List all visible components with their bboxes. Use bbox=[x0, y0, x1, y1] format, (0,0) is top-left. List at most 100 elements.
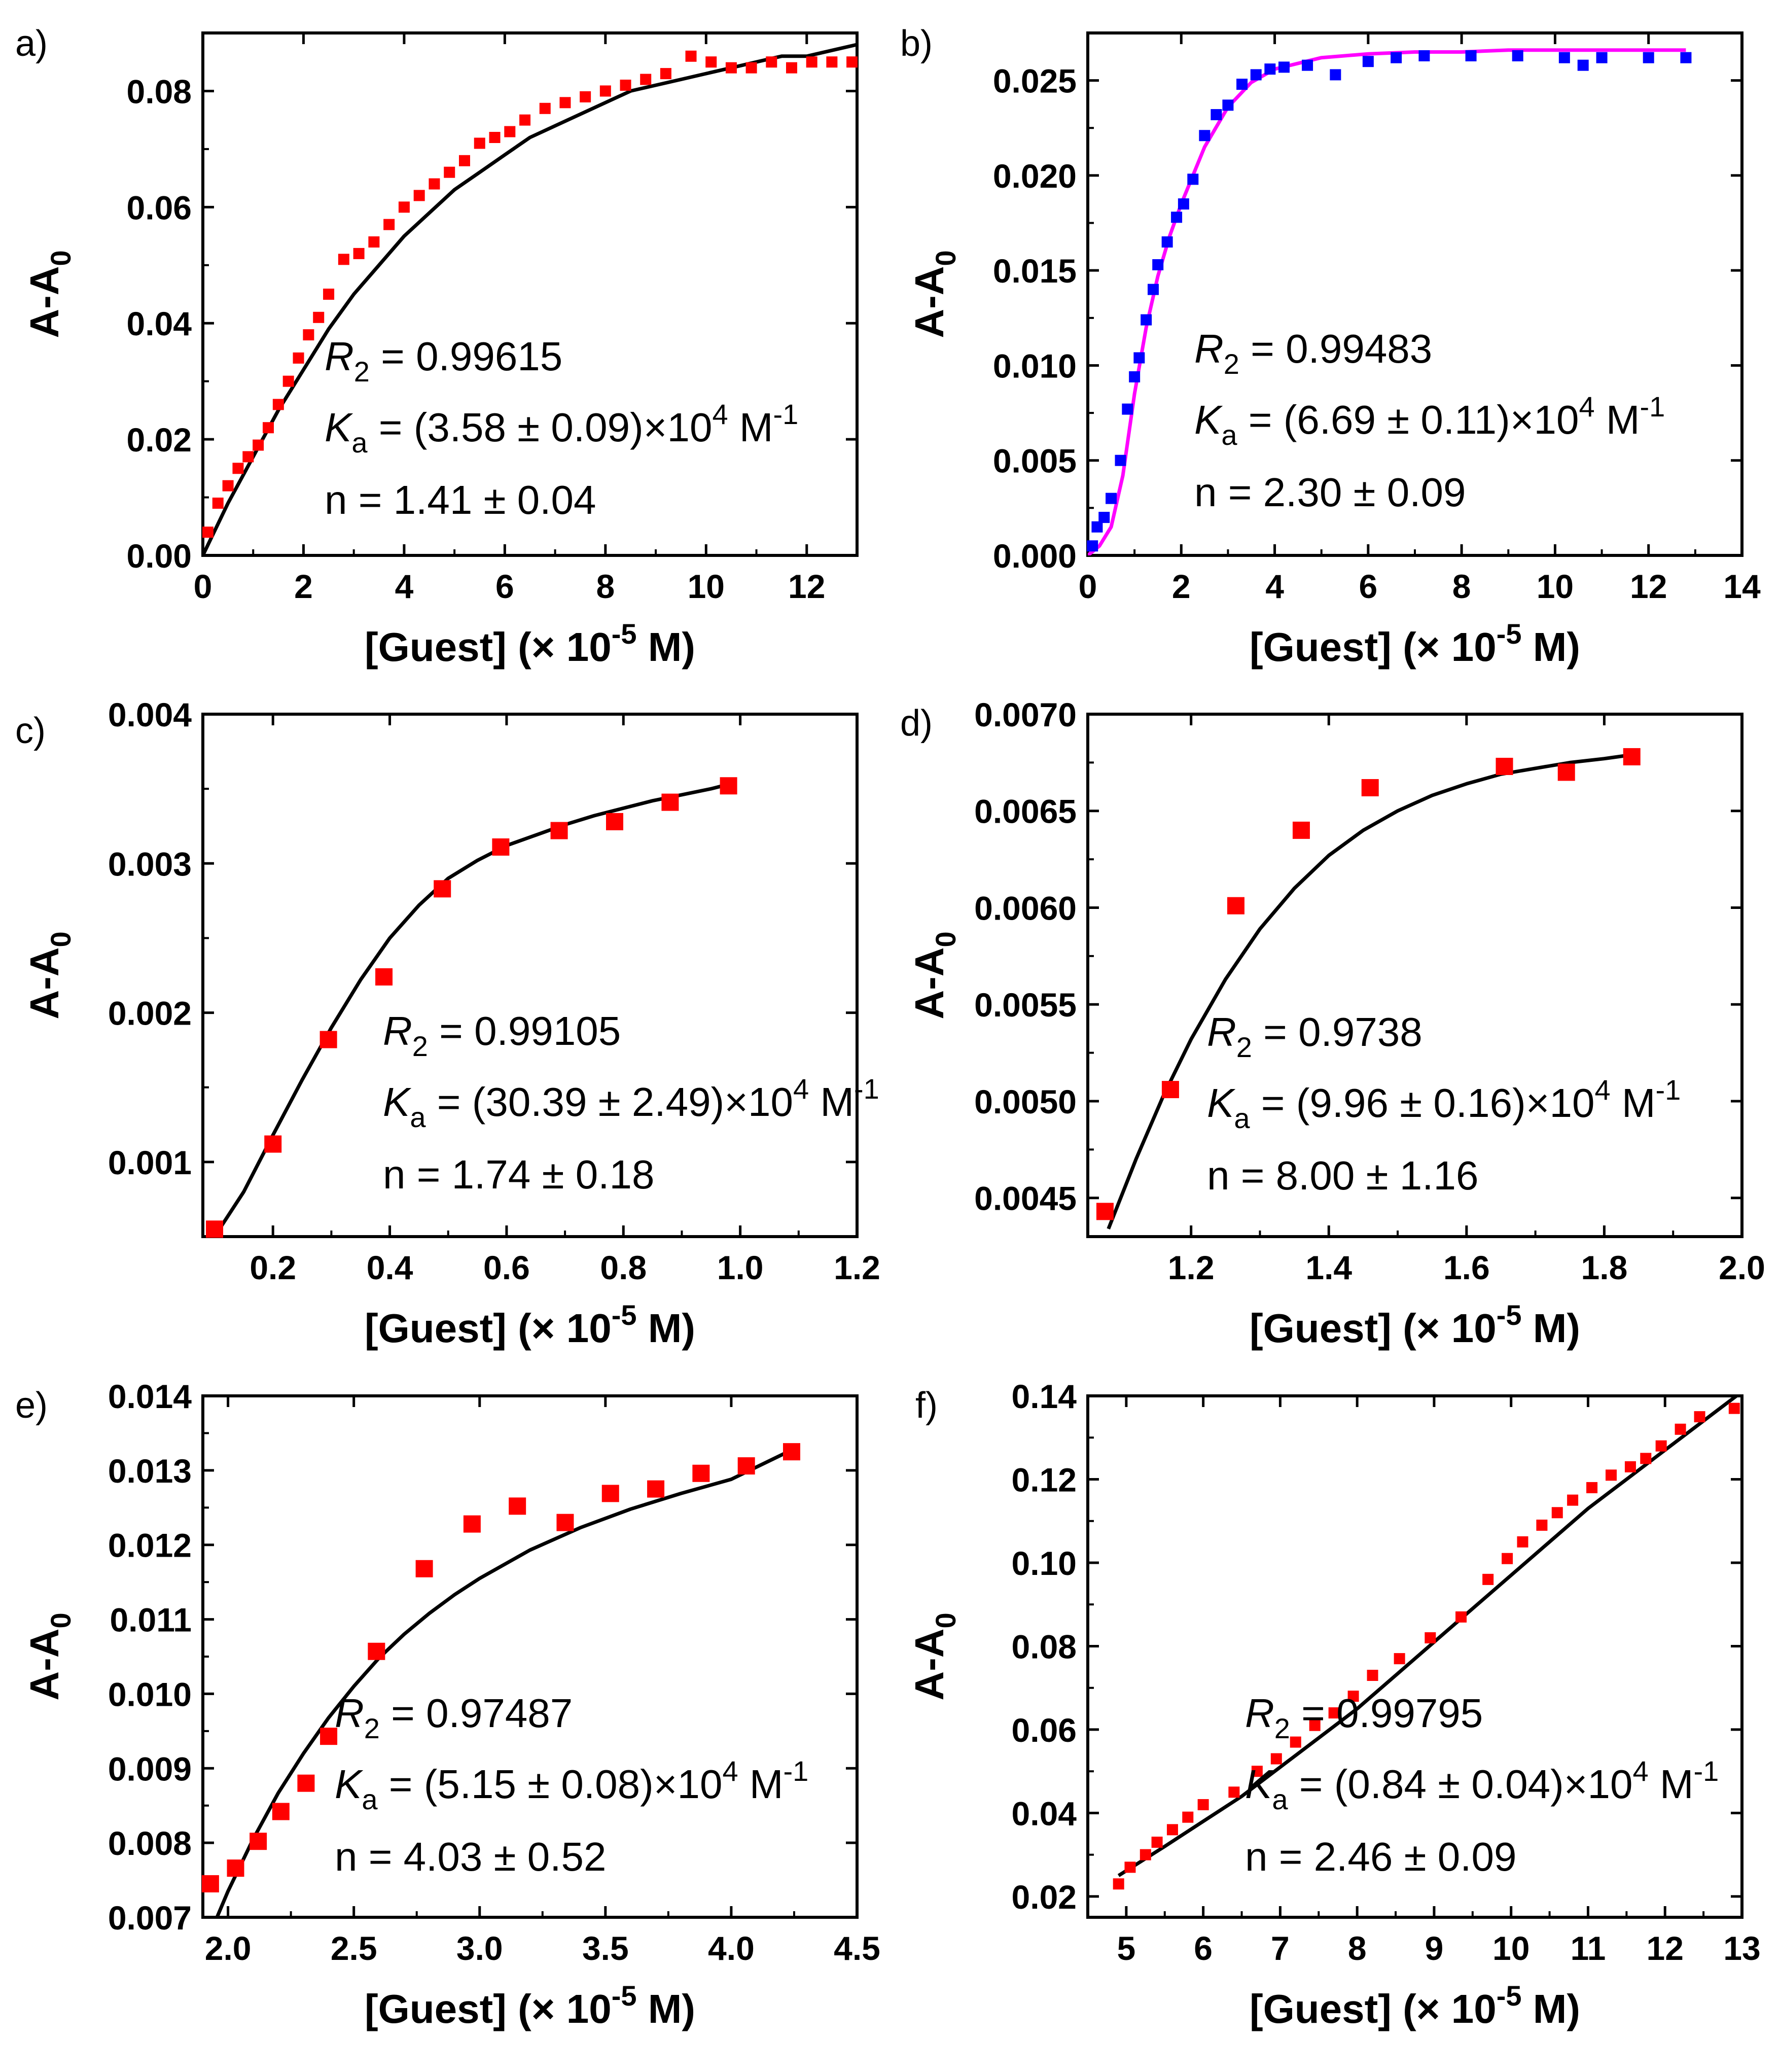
r2-subscript: 2 bbox=[1224, 348, 1239, 380]
x-tick-label: 1.2 bbox=[1168, 1249, 1215, 1286]
fit-curve bbox=[1107, 753, 1632, 1230]
y-tick-label: 0.008 bbox=[108, 1824, 192, 1862]
data-point bbox=[227, 1859, 244, 1877]
x-tick-label: 2.5 bbox=[331, 1929, 377, 1967]
x-axis-title-unit: M) bbox=[1522, 1306, 1581, 1351]
data-point bbox=[660, 68, 671, 80]
n-annotation: n = 1.74 ± 0.18 bbox=[383, 1152, 654, 1197]
x-axis-title-unit: M) bbox=[637, 1306, 696, 1351]
chart-panel-a: a) 0 2 4 6 8 10 12 0.00 0.02 0.04 0.06 0.08 [Guest] (… bbox=[15, 23, 859, 670]
data-point bbox=[1096, 1203, 1114, 1220]
y-tick-label: 0.10 bbox=[1012, 1544, 1077, 1582]
n-annotation: n = 8.00 ± 1.16 bbox=[1207, 1153, 1478, 1198]
r2-annotation: R2 = 0.9738 bbox=[1207, 1009, 1422, 1063]
x-tick-label: 3.0 bbox=[456, 1929, 503, 1967]
data-point bbox=[1113, 1878, 1124, 1890]
data-point bbox=[1551, 1507, 1563, 1519]
data-point bbox=[1558, 52, 1570, 63]
y-tick-label: 0.0070 bbox=[974, 696, 1077, 733]
ka-unit-exponent: -1 bbox=[1640, 391, 1665, 423]
data-point bbox=[720, 777, 737, 795]
x-tick-label: 1.4 bbox=[1305, 1249, 1352, 1286]
data-point bbox=[1675, 1423, 1686, 1435]
ka-symbol: K bbox=[1194, 397, 1223, 442]
ka-symbol: K bbox=[335, 1762, 364, 1807]
data-point bbox=[1152, 259, 1164, 270]
ka-annotation: Ka = (6.69 ± 0.11)×104 M-1 bbox=[1194, 391, 1665, 451]
y-axis-title-main: A-A bbox=[22, 947, 67, 1019]
y-tick-label: 0.004 bbox=[108, 696, 192, 733]
plot-frame bbox=[201, 31, 859, 557]
ka-unit: M bbox=[1611, 1080, 1656, 1126]
ka-symbol: K bbox=[383, 1079, 412, 1125]
y-axis-title-subscript: 0 bbox=[930, 250, 962, 266]
panel-label: c) bbox=[15, 711, 46, 751]
r2-value: = 0.99483 bbox=[1239, 326, 1432, 371]
y-tick-label: 0.010 bbox=[993, 347, 1077, 384]
x-tick-label: 1.0 bbox=[717, 1249, 764, 1286]
data-point bbox=[640, 74, 652, 85]
data-point bbox=[737, 1457, 755, 1475]
x-tick-label: 10 bbox=[1492, 1929, 1529, 1967]
data-point bbox=[1517, 1536, 1528, 1548]
y-tick-label: 0.012 bbox=[108, 1527, 192, 1564]
data-point bbox=[1178, 198, 1189, 210]
chart-panel-e: e) 2.0 2.5 3.0 3.5 4.0 4.5 0.007 0.008 0.009 0.010… bbox=[15, 1378, 880, 2031]
data-point bbox=[1187, 173, 1199, 185]
data-point bbox=[1425, 1632, 1436, 1643]
x-tick-label: 4 bbox=[1265, 568, 1284, 605]
data-point bbox=[1586, 1482, 1598, 1493]
y-tick-label: 0.015 bbox=[993, 252, 1077, 290]
data-point bbox=[250, 1833, 267, 1850]
data-point bbox=[429, 178, 440, 190]
data-point bbox=[1496, 758, 1513, 775]
data-point bbox=[1655, 1440, 1667, 1452]
r2-subscript: 2 bbox=[354, 356, 370, 388]
x-axis-title-main: [Guest] (× 10 bbox=[1250, 1306, 1497, 1351]
r2-symbol: R bbox=[1194, 326, 1224, 371]
x-axis-title-main: [Guest] (× 10 bbox=[1250, 1986, 1497, 2031]
ka-annotation: Ka = (9.96 ± 0.16)×104 M-1 bbox=[1207, 1074, 1681, 1134]
data-point bbox=[1140, 1849, 1151, 1860]
data-point bbox=[685, 50, 697, 62]
ka-unit-exponent: -1 bbox=[1693, 1755, 1719, 1787]
r2-annotation: R2 = 0.99615 bbox=[325, 334, 562, 388]
x-tick-label: 2.0 bbox=[205, 1929, 252, 1967]
x-tick-label: 2 bbox=[294, 568, 313, 605]
data-point bbox=[222, 480, 234, 491]
y-axis-title: A-A0 bbox=[907, 250, 962, 338]
data-point bbox=[1091, 521, 1103, 533]
x-tick-label: 8 bbox=[596, 568, 615, 605]
y-axis-title-main: A-A bbox=[22, 266, 67, 338]
x-tick-label: 12 bbox=[1647, 1929, 1684, 1967]
ka-value: = (3.58 ± 0.09)×10 bbox=[368, 405, 713, 450]
x-tick-label: 13 bbox=[1723, 1929, 1760, 1967]
data-point bbox=[1567, 1494, 1579, 1506]
x-axis-title: [Guest] (× 10-5 M) bbox=[365, 618, 695, 670]
data-point bbox=[1482, 1573, 1494, 1585]
y-tick-label: 0.002 bbox=[108, 995, 192, 1032]
data-point bbox=[1106, 493, 1117, 504]
y-axis-title: A-A0 bbox=[22, 250, 77, 338]
data-point bbox=[492, 838, 510, 856]
data-point bbox=[1640, 1453, 1652, 1464]
x-axis-title-exponent: -5 bbox=[1497, 1980, 1522, 2012]
y-tick-label: 0.02 bbox=[1012, 1878, 1077, 1916]
data-point bbox=[783, 1443, 800, 1461]
data-point bbox=[383, 219, 395, 230]
ka-subscript: a bbox=[362, 1783, 378, 1815]
data-point bbox=[1362, 56, 1374, 67]
fit-curve bbox=[215, 1447, 795, 1917]
x-axis-title: [Guest] (× 10-5 M) bbox=[1250, 618, 1580, 670]
data-point bbox=[303, 329, 314, 341]
n-annotation: n = 2.46 ± 0.09 bbox=[1245, 1834, 1516, 1879]
data-point bbox=[398, 201, 410, 213]
data-point bbox=[1199, 130, 1211, 142]
ka-exponent: 4 bbox=[722, 1755, 738, 1787]
x-tick-label: 14 bbox=[1723, 568, 1761, 605]
y-tick-label: 0.08 bbox=[1012, 1628, 1077, 1665]
r2-value: = 0.97487 bbox=[380, 1691, 573, 1736]
y-tick-label: 0.020 bbox=[993, 157, 1077, 195]
data-point bbox=[504, 126, 516, 137]
y-axis-title: A-A0 bbox=[22, 931, 77, 1019]
